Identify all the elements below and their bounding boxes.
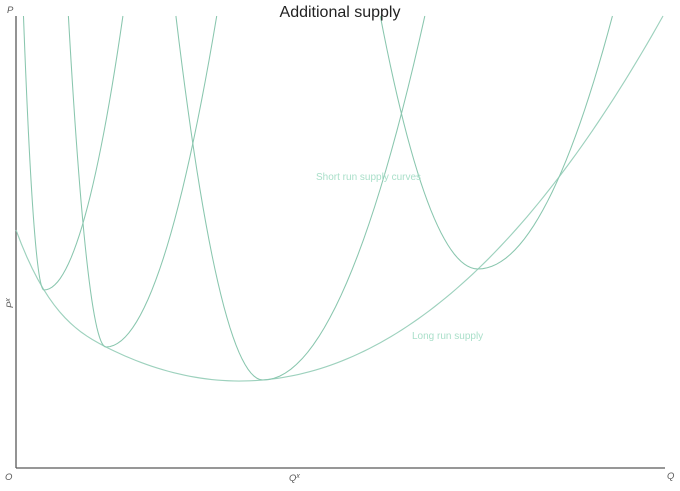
- svg-text:Short run supply curves: Short run supply curves: [316, 172, 421, 183]
- svg-text:Q: Q: [667, 471, 675, 482]
- svg-text:Long run supply: Long run supply: [412, 331, 483, 342]
- svg-text:Px: Px: [5, 298, 16, 308]
- svg-text:Qx: Qx: [289, 473, 300, 484]
- svg-text:O: O: [5, 472, 13, 483]
